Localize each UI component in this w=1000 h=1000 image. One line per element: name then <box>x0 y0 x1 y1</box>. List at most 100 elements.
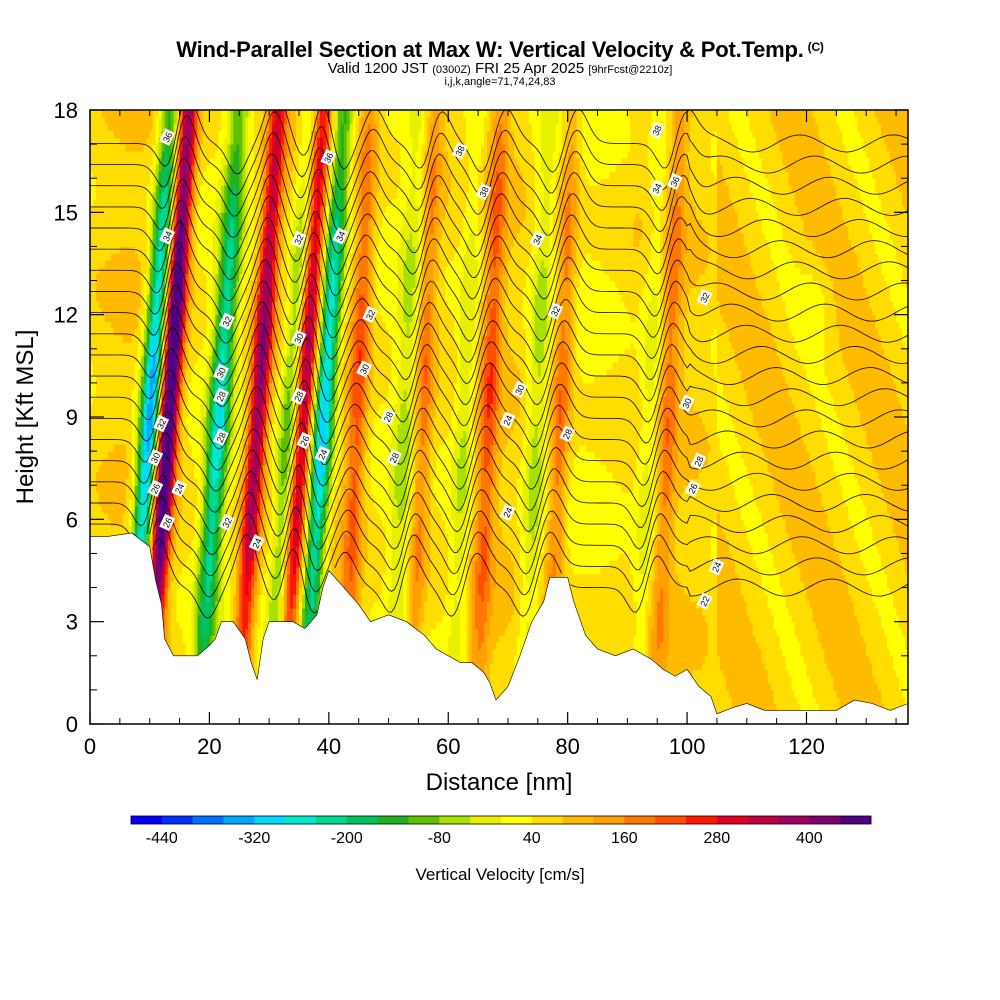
field-cell <box>128 382 133 391</box>
field-cell <box>140 492 145 500</box>
field-cell <box>119 430 124 439</box>
field-cell <box>128 362 133 370</box>
field-cell <box>98 341 103 350</box>
field-cell <box>161 157 166 166</box>
field-cell <box>146 355 151 364</box>
field-cell <box>179 505 184 514</box>
field-cell <box>194 621 199 630</box>
field-cell <box>197 560 202 568</box>
field-cell <box>140 171 145 179</box>
field-cell <box>113 232 118 241</box>
field-cell <box>143 219 148 227</box>
field-cell <box>161 567 166 575</box>
field-cell <box>116 512 121 520</box>
field-cell <box>92 253 97 261</box>
field-cell <box>128 519 133 527</box>
field-cell <box>164 587 169 595</box>
field-cell <box>203 178 208 186</box>
field-cell <box>104 301 109 309</box>
field-cell <box>110 301 115 309</box>
field-cell <box>90 335 94 343</box>
field-cell <box>206 144 211 152</box>
field-cell <box>90 110 94 118</box>
field-cell <box>188 519 193 527</box>
field-cell <box>119 321 124 329</box>
field-cell <box>113 150 118 159</box>
field-cell <box>113 396 118 404</box>
field-cell <box>149 253 154 261</box>
field-cell <box>227 614 231 623</box>
field-cell <box>182 478 187 486</box>
field-cell <box>125 430 130 439</box>
field-cell <box>90 307 94 316</box>
field-cell <box>95 110 100 118</box>
field-cell <box>203 546 208 555</box>
field-cell <box>176 225 181 234</box>
field-cell <box>209 328 214 336</box>
field-cell <box>179 144 184 152</box>
field-cell <box>236 144 240 152</box>
field-cell <box>155 560 160 568</box>
field-cell <box>125 123 130 132</box>
field-cell <box>137 362 142 370</box>
field-cell <box>239 123 243 132</box>
field-cell <box>218 294 222 302</box>
field-cell <box>104 464 109 473</box>
field-cell <box>170 430 175 439</box>
field-cell <box>206 219 211 227</box>
field-cell <box>149 246 154 254</box>
field-cell <box>125 471 130 479</box>
field-cell <box>236 437 240 445</box>
field-cell <box>227 225 231 234</box>
field-cell <box>164 560 169 568</box>
field-cell <box>95 376 100 384</box>
field-cell <box>116 389 121 398</box>
field-cell <box>209 150 214 159</box>
field-cell <box>194 396 199 404</box>
field-cell <box>227 116 231 125</box>
field-cell <box>128 150 133 159</box>
field-cell <box>209 451 214 459</box>
field-cell <box>233 580 237 589</box>
field-cell <box>98 471 103 479</box>
field-cell <box>134 239 139 248</box>
field-cell <box>125 348 130 357</box>
field-cell <box>176 648 181 657</box>
field-cell <box>194 539 199 548</box>
field-cell <box>212 505 216 514</box>
field-cell <box>188 157 193 166</box>
field-cell <box>236 280 240 288</box>
field-cell <box>137 464 142 473</box>
field-cell <box>101 451 106 459</box>
field-cell <box>101 219 106 227</box>
field-cell <box>230 137 234 145</box>
field-cell <box>176 526 181 534</box>
field-cell <box>191 130 196 138</box>
field-cell <box>197 225 202 234</box>
field-cell <box>140 212 145 220</box>
field-cell <box>209 321 214 329</box>
field-cell <box>182 512 187 520</box>
field-cell <box>116 301 121 309</box>
field-cell <box>146 389 151 398</box>
field-cell <box>170 164 175 172</box>
field-cell <box>194 307 199 316</box>
field-cell <box>167 280 172 288</box>
field-cell <box>167 580 172 589</box>
field-cell <box>128 171 133 179</box>
field-cell <box>122 321 127 329</box>
field-cell <box>140 232 145 241</box>
field-cell <box>164 532 169 541</box>
field-cell <box>206 560 211 568</box>
field-cell <box>185 382 190 391</box>
field-cell <box>119 205 124 213</box>
field-cell <box>146 273 151 282</box>
field-cell <box>221 451 225 459</box>
field-cell <box>182 280 187 288</box>
field-cell <box>188 396 193 404</box>
field-cell <box>212 457 216 466</box>
field-cell <box>98 321 103 329</box>
field-cell <box>185 239 190 248</box>
field-cell <box>92 110 97 118</box>
field-cell <box>230 451 234 459</box>
